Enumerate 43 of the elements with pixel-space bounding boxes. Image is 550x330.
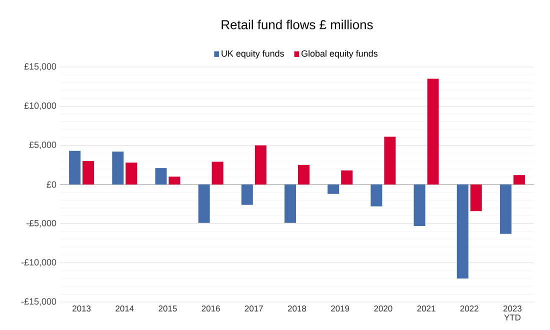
legend-label: UK equity funds: [222, 50, 284, 58]
legend-label: Global equity funds: [302, 50, 378, 58]
bar: [500, 184, 512, 234]
x-tick-label: 2019: [331, 306, 350, 312]
bar: [254, 145, 266, 184]
y-tick-label: -£15,000: [21, 298, 56, 306]
bar: [513, 175, 525, 184]
x-tick-label: 2021: [417, 306, 436, 312]
bar: [414, 184, 426, 226]
x-tick-label: 2015: [158, 306, 177, 312]
y-tick-label: -£5,000: [26, 220, 56, 228]
bar: [155, 168, 167, 184]
bar: [384, 136, 396, 184]
y-tick-label: £15,000: [24, 63, 56, 71]
x-tick-label: 2014: [116, 306, 134, 312]
x-tick-label: 2023 YTD: [503, 306, 522, 320]
bar: [456, 184, 468, 278]
x-tick-label: 2020: [374, 306, 392, 312]
bar: [69, 150, 81, 184]
x-tick-label: 2016: [202, 306, 220, 312]
bar: [126, 162, 138, 184]
y-tick-label: £10,000: [24, 102, 56, 110]
y-tick-label: £0: [46, 181, 56, 188]
bar: [198, 184, 210, 223]
bar: [284, 184, 296, 223]
bar: [370, 184, 382, 206]
x-tick-label: 2018: [288, 306, 306, 312]
bar: [168, 176, 180, 184]
bar: [212, 162, 224, 184]
x-tick-label: 2013: [72, 306, 91, 312]
bar: [328, 184, 340, 194]
bar: [427, 78, 439, 184]
bar: [241, 184, 253, 205]
y-tick-label: -£10,000: [21, 259, 56, 267]
y-tick-label: £5,000: [29, 142, 56, 150]
bar: [341, 170, 353, 184]
x-tick-label: 2017: [244, 306, 263, 312]
x-tick-label: 2022: [460, 306, 478, 312]
bar: [112, 152, 124, 184]
bar: [470, 184, 482, 212]
bar: [82, 160, 94, 184]
bar: [298, 164, 310, 184]
chart-title: Retail fund flows £ millions: [222, 20, 373, 30]
